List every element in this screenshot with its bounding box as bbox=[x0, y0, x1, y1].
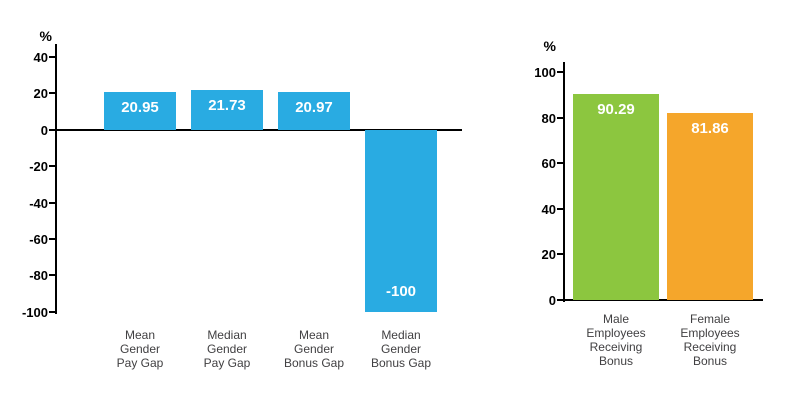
y-tick-mark bbox=[557, 162, 564, 164]
y-axis-unit-label: % bbox=[39, 28, 52, 44]
category-label: Male Employees Receiving Bonus bbox=[586, 312, 646, 368]
y-tick-mark bbox=[557, 117, 564, 119]
category-label: Mean Gender Pay Gap bbox=[116, 328, 164, 370]
bar-value-label: 20.97 bbox=[295, 99, 333, 116]
bonus-receiving-chart: % 100 80 60 40 20 0 90.29 Male Employees Receiv… bbox=[520, 28, 795, 398]
y-tick-mark bbox=[49, 274, 56, 276]
bar: 20.95 bbox=[104, 92, 176, 130]
y-tick-label: 20 bbox=[541, 247, 556, 262]
y-tick-mark bbox=[557, 71, 564, 73]
x-axis-line bbox=[563, 299, 763, 301]
bar-value-label: 20.95 bbox=[121, 99, 159, 116]
category-label: Median Gender Pay Gap bbox=[203, 328, 251, 370]
bar: 81.86 bbox=[667, 113, 753, 300]
y-axis-line bbox=[563, 62, 565, 302]
y-tick-mark bbox=[49, 311, 56, 313]
y-axis-line bbox=[55, 44, 57, 314]
category-label: Female Employees Receiving Bonus bbox=[680, 312, 740, 368]
category-label: Median Gender Bonus Gap bbox=[370, 328, 432, 370]
y-tick-mark bbox=[49, 92, 56, 94]
y-tick-label: 100 bbox=[534, 65, 556, 80]
y-tick-mark bbox=[49, 165, 56, 167]
y-tick-mark bbox=[49, 56, 56, 58]
y-tick-label: -20 bbox=[29, 159, 48, 174]
y-tick-mark bbox=[49, 238, 56, 240]
gender-gap-chart: % 40 20 0 -20 -40 -60 -80 -100 20.95 Mean Gender … bbox=[20, 28, 490, 398]
y-tick-label: 80 bbox=[541, 111, 556, 126]
bar: 20.97 bbox=[278, 92, 350, 130]
category-label: Mean Gender Bonus Gap bbox=[283, 328, 345, 370]
y-tick-label: -100 bbox=[21, 305, 48, 320]
y-tick-label: 20 bbox=[33, 86, 48, 101]
y-tick-label: 40 bbox=[541, 202, 556, 217]
y-axis-unit-label: % bbox=[543, 38, 556, 54]
y-tick-mark bbox=[557, 253, 564, 255]
bar: 90.29 bbox=[573, 94, 659, 300]
y-tick-label: 40 bbox=[33, 50, 48, 65]
x-axis-line bbox=[55, 129, 462, 131]
y-tick-label: -80 bbox=[29, 268, 48, 283]
y-tick-mark bbox=[49, 129, 56, 131]
y-tick-label: 60 bbox=[541, 156, 556, 171]
bar-value-label: 81.86 bbox=[691, 120, 729, 137]
y-tick-label: 0 bbox=[548, 293, 556, 308]
bar: -100 bbox=[365, 130, 437, 312]
y-tick-mark bbox=[49, 202, 56, 204]
y-tick-mark bbox=[557, 299, 564, 301]
y-tick-mark bbox=[557, 208, 564, 210]
y-tick-label: 0 bbox=[40, 123, 48, 138]
y-tick-label: -40 bbox=[29, 196, 48, 211]
bar-value-label: 21.73 bbox=[208, 97, 246, 114]
bar-value-label: 90.29 bbox=[597, 101, 635, 118]
bar-value-label: -100 bbox=[385, 283, 417, 300]
y-tick-label: -60 bbox=[29, 232, 48, 247]
bar: 21.73 bbox=[191, 90, 263, 130]
